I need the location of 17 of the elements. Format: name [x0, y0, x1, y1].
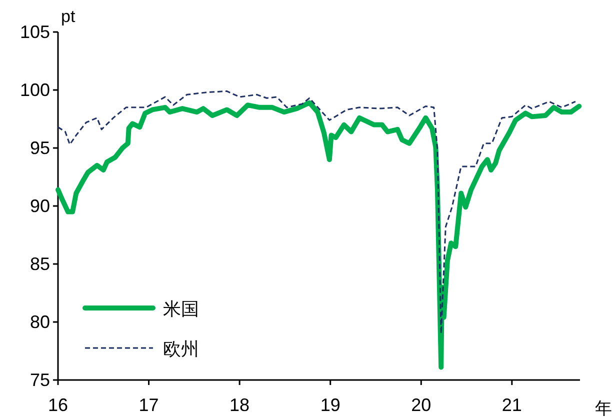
x-tick-label: 16 — [48, 395, 68, 415]
x-tick-label: 17 — [138, 395, 159, 415]
x-tick-label: 19 — [320, 395, 340, 415]
legend-label: 米国 — [163, 299, 199, 319]
legend-label: 欧州 — [163, 339, 199, 359]
y-tick-label: 85 — [30, 254, 50, 274]
y-tick-label: 90 — [30, 196, 50, 216]
y-axis-title: pt — [61, 7, 76, 26]
x-tick-label: 20 — [411, 395, 432, 415]
x-tick-label: 21 — [502, 395, 522, 415]
y-tick-label: 80 — [30, 312, 50, 332]
y-tick-label: 95 — [30, 138, 50, 158]
x-axis-title: 年 — [595, 399, 612, 418]
y-tick-label: 75 — [30, 370, 50, 390]
y-tick-label: 100 — [20, 80, 50, 100]
x-tick-label: 18 — [230, 395, 250, 415]
y-tick-label: 105 — [20, 22, 50, 42]
